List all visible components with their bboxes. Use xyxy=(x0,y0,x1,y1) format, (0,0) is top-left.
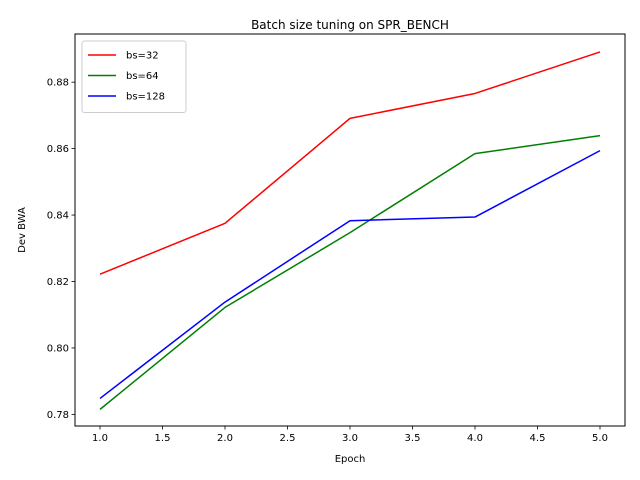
x-tick-label: 1.5 xyxy=(155,433,171,444)
y-tick-label: 0.82 xyxy=(47,277,69,288)
axes: 1.0 1.5 2.0 2.5 3.0 3.5 4.0 4.5 5.0 0.78 0.80 0.82 0… xyxy=(47,33,626,444)
y-tick-label: 0.80 xyxy=(47,343,69,354)
y-tick-label: 0.78 xyxy=(47,410,69,421)
legend-label-bs=32: bs=32 xyxy=(126,51,159,62)
legend-label-bs=128: bs=128 xyxy=(126,92,165,103)
y-axis-label: Dev BWA xyxy=(17,207,28,253)
legend: bs=32 bs=64 bs=128 xyxy=(81,40,187,113)
series-line-bs=32 xyxy=(99,51,601,275)
x-tick-label: 4.5 xyxy=(530,433,546,444)
x-tick-label: 3.5 xyxy=(405,433,421,444)
series-line-bs=128 xyxy=(99,149,601,400)
y-tick-label: 0.88 xyxy=(47,78,69,89)
plot-area xyxy=(99,51,601,410)
series-line-bs=64 xyxy=(99,134,601,410)
chart-title: Batch size tuning on SPR_BENCH xyxy=(251,18,449,32)
x-tick-label: 3.0 xyxy=(342,433,358,444)
x-tick-label: 2.0 xyxy=(217,433,233,444)
x-tick-label: 4.0 xyxy=(467,433,483,444)
y-tick-label: 0.84 xyxy=(47,211,69,222)
x-tick-label: 2.5 xyxy=(280,433,296,444)
legend-box xyxy=(81,40,187,113)
x-axis-label: Epoch xyxy=(335,454,366,465)
y-tick-label: 0.86 xyxy=(47,144,69,155)
legend-label-bs=64: bs=64 xyxy=(126,71,159,82)
x-tick-label: 1.0 xyxy=(92,433,108,444)
x-tick-label: 5.0 xyxy=(592,433,608,444)
